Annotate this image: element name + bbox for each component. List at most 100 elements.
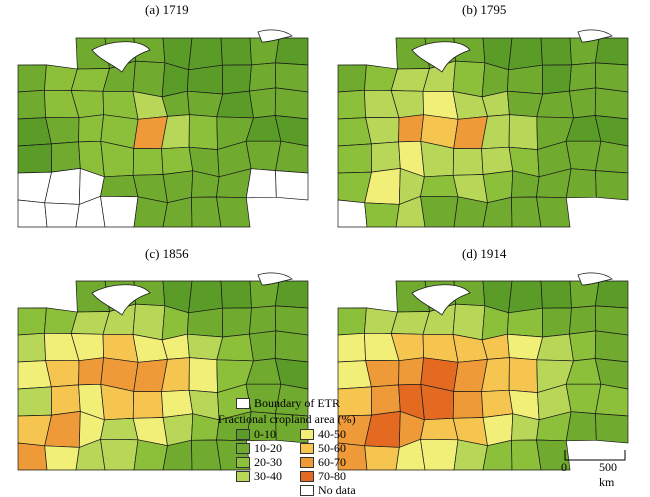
region-polygon — [569, 62, 597, 92]
region-polygon — [420, 417, 459, 441]
region-polygon — [595, 383, 629, 417]
region-polygon — [420, 195, 459, 228]
region-polygon — [594, 305, 629, 336]
region-polygon — [51, 141, 81, 173]
region-polygon — [542, 64, 572, 95]
region-polygon — [594, 37, 629, 66]
legend-item: 50-60 — [300, 441, 380, 455]
region-polygon — [187, 307, 224, 338]
region-polygon — [274, 305, 309, 336]
region-polygon — [17, 307, 47, 336]
region-polygon — [100, 417, 139, 441]
region-polygon — [565, 140, 602, 171]
region-polygon — [508, 357, 538, 393]
legend-swatch — [300, 456, 314, 468]
region-polygon — [568, 330, 597, 362]
region-polygon — [188, 37, 223, 71]
region-polygon — [542, 307, 572, 338]
region-polygon — [452, 391, 484, 419]
region-polygon — [274, 330, 309, 363]
region-polygon — [220, 37, 252, 66]
region-polygon — [161, 146, 194, 175]
region-polygon — [216, 90, 254, 119]
region-polygon — [274, 87, 309, 120]
map-1914 — [337, 272, 629, 471]
legend-item: No data — [300, 483, 380, 497]
white-sea — [91, 284, 151, 316]
region-polygon — [44, 202, 80, 228]
region-polygon — [371, 141, 401, 173]
legend-title: Fractional cropland area (%) — [218, 412, 356, 426]
legend-item-label: 60-70 — [318, 455, 346, 469]
region-polygon — [511, 196, 542, 228]
legend-item-label: 0-10 — [254, 427, 276, 441]
region-polygon — [17, 386, 52, 417]
region-polygon — [536, 196, 571, 228]
region-polygon — [594, 87, 629, 120]
region-polygon — [508, 280, 543, 314]
region-polygon — [595, 140, 629, 174]
panel-title-c: (c) 1856 — [145, 246, 189, 261]
legend-item: 20-30 — [236, 455, 294, 469]
region-polygon — [540, 280, 572, 309]
region-polygon — [245, 140, 282, 171]
region-polygon — [132, 148, 164, 176]
legend-item: 30-40 — [236, 469, 294, 483]
region-polygon — [222, 64, 252, 95]
legend-item-label: 40-50 — [318, 427, 346, 441]
region-polygon — [187, 333, 224, 361]
region-polygon — [540, 37, 572, 66]
region-polygon — [45, 117, 80, 145]
region-polygon — [452, 60, 486, 98]
region-polygon — [365, 117, 400, 145]
region-polygon — [274, 62, 309, 93]
boundary-swatch — [236, 397, 250, 409]
region-polygon — [337, 64, 367, 93]
legend-item-label: 10-20 — [254, 441, 282, 455]
region-polygon — [481, 146, 514, 175]
region-polygon — [365, 360, 400, 388]
region-polygon — [191, 196, 222, 228]
region-polygon — [364, 202, 400, 228]
map-1719 — [17, 29, 309, 228]
region-polygon — [536, 439, 571, 471]
region-polygon — [507, 307, 544, 338]
legend-swatch — [300, 484, 314, 496]
region-polygon — [337, 307, 367, 336]
region-polygon — [508, 37, 543, 71]
legend-swatch — [236, 470, 250, 482]
legend-item-label: 30-40 — [254, 469, 282, 483]
region-polygon — [594, 62, 629, 93]
region-polygon — [398, 114, 424, 143]
region-polygon — [245, 168, 277, 199]
region-polygon — [275, 140, 309, 174]
legend-swatch — [300, 442, 314, 454]
region-polygon — [337, 199, 368, 228]
region-polygon — [188, 280, 223, 314]
legend-item: 10-20 — [236, 441, 294, 455]
region-polygon — [337, 332, 366, 363]
region-polygon — [594, 280, 629, 309]
region-polygon — [249, 305, 277, 335]
region-polygon — [222, 307, 252, 338]
region-polygon — [420, 438, 459, 471]
region-polygon — [398, 357, 424, 386]
legend-item: 0-10 — [236, 427, 294, 441]
white-sea — [91, 41, 151, 73]
map-legend: Boundary of ETR Fractional cropland area… — [218, 396, 398, 497]
region-polygon — [452, 303, 486, 341]
region-polygon — [565, 411, 597, 442]
region-polygon — [191, 439, 222, 471]
region-polygon — [17, 64, 47, 93]
region-polygon — [51, 384, 81, 416]
legend-item: 60-70 — [300, 455, 380, 469]
legend-boundary: Boundary of ETR — [236, 396, 398, 410]
region-polygon — [188, 114, 218, 150]
region-polygon — [249, 62, 277, 92]
map-1795 — [337, 29, 629, 228]
region-polygon — [508, 114, 538, 150]
legend-item-label: 50-60 — [318, 441, 346, 455]
white-sea — [411, 41, 471, 73]
region-polygon — [595, 413, 629, 444]
island-outline — [257, 29, 293, 43]
